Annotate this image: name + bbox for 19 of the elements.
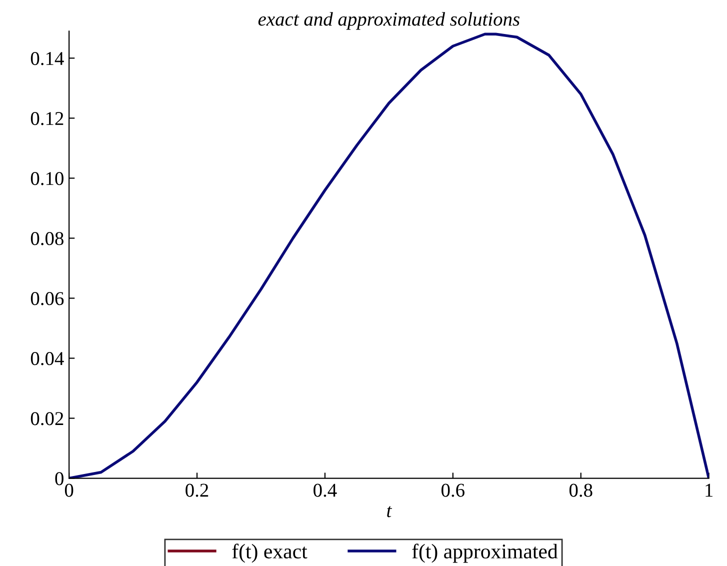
x-axis-title: t bbox=[387, 506, 392, 518]
chart-title: exact and approximated solutions bbox=[258, 12, 520, 30]
legend-label: f(t) approximated bbox=[412, 544, 558, 563]
legend-label: f(t) exact bbox=[232, 544, 308, 563]
x-tick-label: 0.8 bbox=[569, 484, 592, 497]
y-tick-label: 0.14 bbox=[30, 52, 64, 66]
line-series bbox=[69, 32, 709, 478]
y-tick-label: 0.06 bbox=[30, 292, 64, 306]
x-tick-label: 1 bbox=[706, 484, 713, 497]
x-tick-label: 0.2 bbox=[186, 484, 208, 497]
y-tick-label: 0.04 bbox=[30, 352, 64, 366]
y-tick-label: 0.12 bbox=[30, 112, 64, 126]
x-tick-label: 0.4 bbox=[314, 484, 337, 497]
y-tick-label: 0 bbox=[55, 472, 64, 486]
y-tick-label: 0.02 bbox=[30, 412, 64, 426]
y-tick-label: 0.10 bbox=[30, 172, 64, 186]
x-tick-label: 0.6 bbox=[442, 484, 464, 497]
x-tick-label: 0 bbox=[64, 484, 74, 497]
y-tick-label: 0.08 bbox=[30, 232, 64, 246]
